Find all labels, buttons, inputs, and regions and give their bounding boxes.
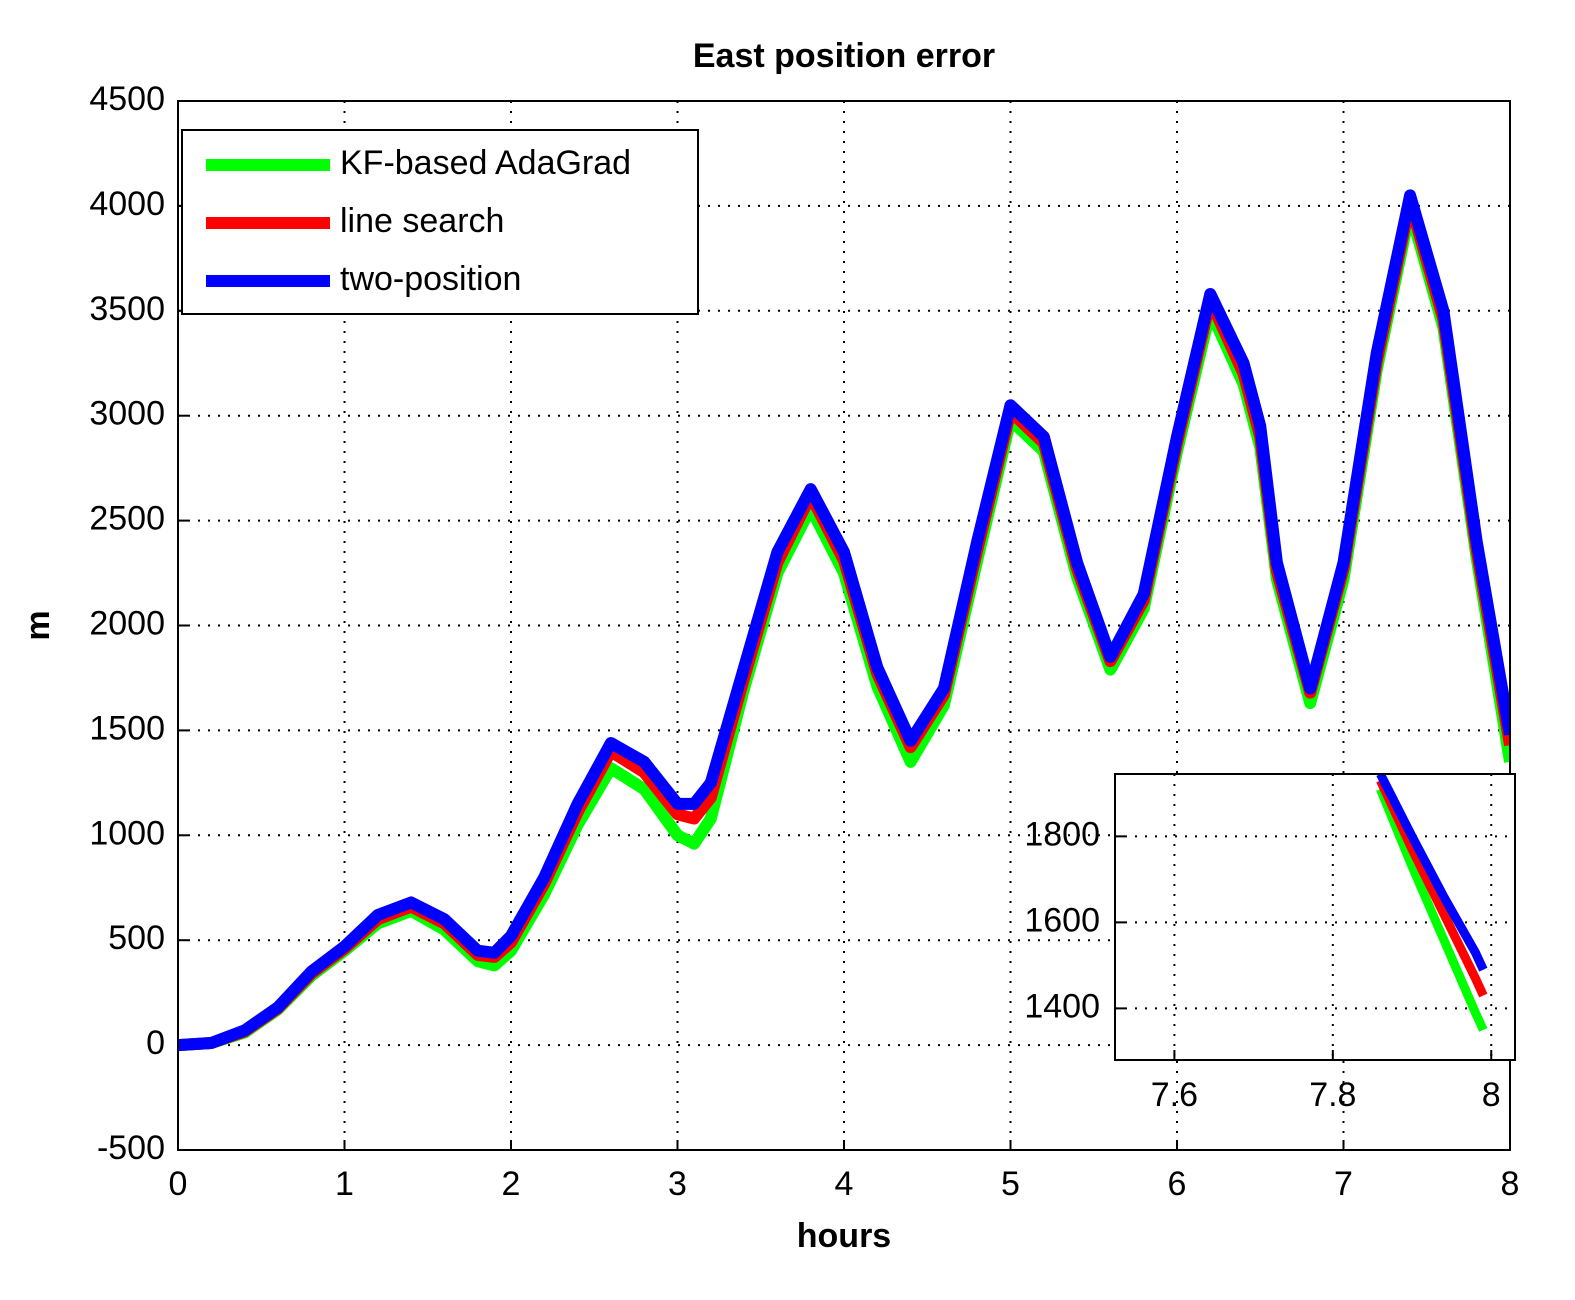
line xyxy=(1376,787,1488,1032)
axes-frame xyxy=(1114,773,1516,1061)
legend-label: KF-based AdaGrad xyxy=(340,144,631,182)
x-tick-label: 1 xyxy=(335,1165,354,1203)
x-tick-label: 6 xyxy=(1168,1165,1187,1203)
x-tick-label: 7.8 xyxy=(1309,1076,1356,1114)
x-tick-label: 5 xyxy=(1001,1165,1020,1203)
line xyxy=(178,189,1510,1052)
line xyxy=(1376,774,1488,972)
y-tick-label: 1600 xyxy=(1024,901,1100,939)
y-tick-label: 1800 xyxy=(1024,815,1100,853)
y-tick-label: 3500 xyxy=(89,290,165,328)
y-tick-label: -500 xyxy=(97,1129,165,1167)
y-tick-label: 2500 xyxy=(89,500,165,538)
x-tick-label: 8 xyxy=(1482,1076,1501,1114)
y-tick-label: 1500 xyxy=(89,709,165,747)
series-group xyxy=(1376,774,1488,1032)
x-tick-label: 3 xyxy=(668,1165,687,1203)
legend-label: line search xyxy=(340,202,504,240)
axes: 7.6 7.8 8 1400 1600 1800 xyxy=(1024,773,1516,1114)
y-tick-label: 1000 xyxy=(89,814,165,852)
x-tick-label: 4 xyxy=(835,1165,854,1203)
y-tick-label: 1400 xyxy=(1024,987,1100,1025)
y-axis-label: m xyxy=(19,610,57,640)
series-group xyxy=(178,189,1510,1052)
x-tick-label: 7 xyxy=(1334,1165,1353,1203)
axes-frame xyxy=(177,100,1511,1151)
x-tick-label: 2 xyxy=(502,1165,521,1203)
y-tick-label: 2000 xyxy=(89,604,165,642)
y-tick-label: 4000 xyxy=(89,185,165,223)
y-tick-label: 500 xyxy=(108,919,165,957)
x-tick-label: 7.6 xyxy=(1151,1076,1198,1114)
x-tick-label: 0 xyxy=(169,1165,188,1203)
y-tick-label: 3000 xyxy=(89,395,165,433)
y-tick-label: 4500 xyxy=(89,80,165,118)
legend: KF-based AdaGrad line search two-position xyxy=(181,129,699,315)
x-tick-label: 8 xyxy=(1501,1165,1520,1203)
line xyxy=(1376,778,1488,998)
x-axis-label: hours xyxy=(797,1217,891,1255)
y-tick-label: 0 xyxy=(146,1024,165,1062)
legend-label: two-position xyxy=(340,260,521,298)
chart-title: East position error xyxy=(693,37,995,75)
